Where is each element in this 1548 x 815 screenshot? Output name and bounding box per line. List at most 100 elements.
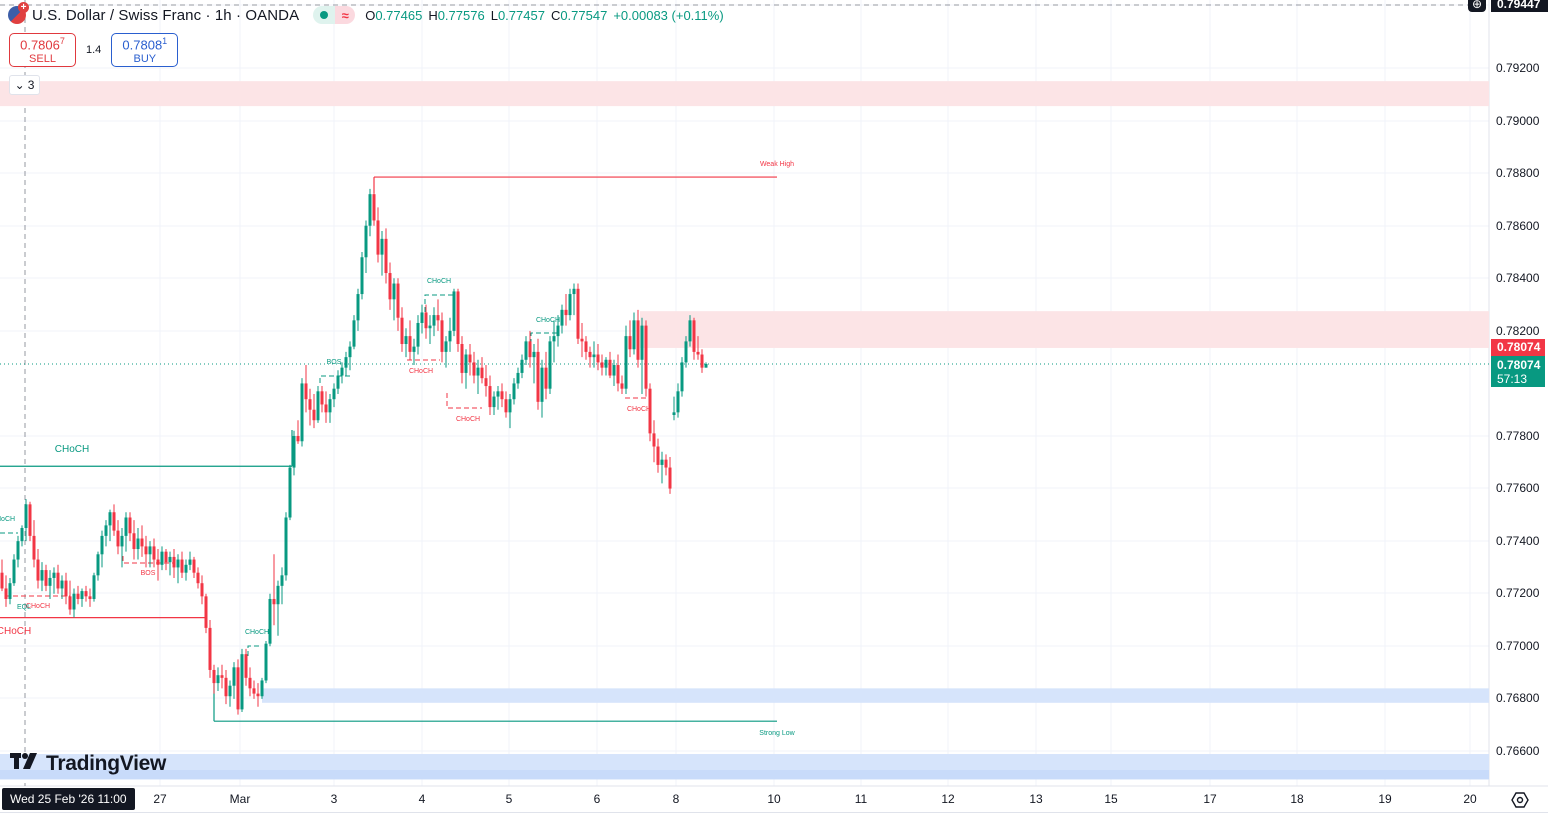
bearish-candle: [180, 559, 184, 573]
bullish-candle: [40, 570, 44, 581]
structure-label: Strong Low: [759, 730, 795, 737]
bullish-candle: [72, 593, 76, 610]
symbol-title[interactable]: U.S. Dollar / Swiss Franc · 1h · OANDA: [32, 6, 300, 24]
price-tick-label: 0.78800: [1496, 166, 1540, 180]
bullish-candle: [560, 309, 564, 326]
bearish-candle: [692, 320, 696, 352]
bearish-candle: [304, 383, 308, 400]
bullish-candle: [532, 351, 536, 358]
bearish-candle: [320, 391, 324, 405]
bullish-candle: [80, 591, 84, 599]
time-tick-label: Mar: [229, 792, 251, 806]
structure-label: CHoCH: [627, 406, 651, 413]
bullish-candle: [20, 528, 24, 542]
time-tick-label: 12: [941, 792, 955, 806]
bullish-candle: [328, 399, 332, 413]
demand-zone: [0, 754, 1489, 780]
bullish-candle: [268, 598, 272, 644]
bullish-candle: [412, 346, 416, 352]
bearish-candle: [308, 399, 312, 410]
bullish-candle: [476, 367, 480, 376]
market-open-icon: [313, 6, 336, 24]
add-plus-icon[interactable]: ⊕: [1468, 0, 1486, 12]
structure-dashed-line: [424, 294, 455, 312]
open-value: 0.77465: [375, 7, 423, 23]
bearish-candle: [616, 365, 620, 384]
bearish-candle: [28, 504, 32, 536]
bearish-candle: [376, 220, 380, 255]
bullish-candle: [688, 320, 692, 342]
buy-button[interactable]: 0.78081 BUY: [111, 33, 179, 67]
bearish-candle: [200, 583, 204, 597]
bullish-candle: [416, 322, 420, 347]
trade-panel: 0.78067 SELL 1.4 0.78081 BUY: [9, 33, 179, 67]
sell-button[interactable]: 0.78067 SELL: [9, 33, 76, 67]
bullish-candle: [704, 363, 708, 368]
bullish-candle: [640, 325, 644, 360]
bearish-candle: [620, 383, 624, 389]
time-tick-label: 19: [1378, 792, 1392, 806]
bearish-candle: [700, 354, 704, 368]
time-tick-label: 11: [854, 792, 868, 806]
bullish-candle: [360, 257, 364, 295]
price-tick-label: 0.79000: [1496, 114, 1540, 128]
bullish-candle: [92, 575, 96, 599]
bullish-candle: [316, 391, 320, 421]
bullish-candle: [572, 288, 576, 295]
tradingview-logo[interactable]: TradingView: [10, 752, 166, 776]
time-tick-label: 27: [153, 792, 167, 806]
bullish-candle: [48, 577, 52, 586]
bullish-candle: [464, 354, 468, 373]
symbol-legend[interactable]: U.S. Dollar / Swiss Franc · 1h · OANDA ≈…: [8, 2, 724, 24]
bullish-candle: [676, 391, 680, 413]
bearish-candle: [668, 467, 672, 489]
crosshair-price-tag: 0.79447: [1491, 0, 1548, 12]
candlesticks: [0, 188, 708, 715]
bullish-candle: [100, 535, 104, 555]
bearish-candle: [32, 535, 36, 560]
wave-icon: ≈: [335, 6, 356, 24]
bearish-candle: [628, 336, 632, 350]
axis-settings-icon[interactable]: [1511, 791, 1529, 809]
bearish-candle: [384, 238, 388, 274]
bearish-candle: [372, 194, 376, 221]
bearish-candle: [212, 669, 216, 684]
bullish-candle: [680, 362, 684, 392]
market-status[interactable]: ≈: [313, 6, 356, 24]
sell-price: 0.7806: [20, 37, 60, 53]
bullish-candle: [160, 551, 164, 565]
buy-price: 0.7808: [122, 37, 163, 53]
bullish-candle: [548, 341, 552, 389]
structure-label: CHoCH: [55, 444, 89, 455]
structure-label: CHoCH: [26, 603, 50, 610]
bearish-candle: [140, 538, 144, 547]
bearish-candle: [440, 320, 444, 352]
bullish-candle: [232, 667, 236, 686]
price-tick-label: 0.77400: [1496, 534, 1540, 548]
structure-label: EQL: [17, 604, 31, 611]
low-label: L: [490, 7, 498, 23]
bullish-candle: [340, 367, 344, 376]
time-axis[interactable]: 27 Mar 3 4 5 6 8 10 11 12 13 15 17 18 19 20: [0, 786, 1490, 812]
bearish-candle: [196, 572, 200, 584]
bullish-candle: [228, 685, 232, 697]
bullish-candle: [352, 320, 356, 347]
close-value: 0.77547: [560, 7, 608, 23]
bullish-candle: [672, 412, 676, 415]
structure-lines: [0, 176, 1489, 722]
price-tick-label: 0.77000: [1496, 639, 1540, 653]
bullish-candle: [60, 580, 64, 589]
bullish-candle: [264, 643, 268, 681]
bullish-candle: [492, 396, 496, 408]
structure-dashed-line: [247, 645, 262, 656]
structure-label: CHoCH: [0, 516, 15, 523]
bearish-candle: [0, 572, 4, 589]
structure-label: Weak High: [760, 161, 794, 168]
bullish-candle: [568, 294, 572, 316]
bid-price-tag: 0.78074: [1491, 339, 1545, 356]
bullish-candle: [292, 436, 296, 468]
indicators-collapse-button[interactable]: ⌄ 3: [9, 75, 40, 95]
bullish-candle: [260, 680, 264, 697]
bearish-candle: [576, 288, 580, 339]
